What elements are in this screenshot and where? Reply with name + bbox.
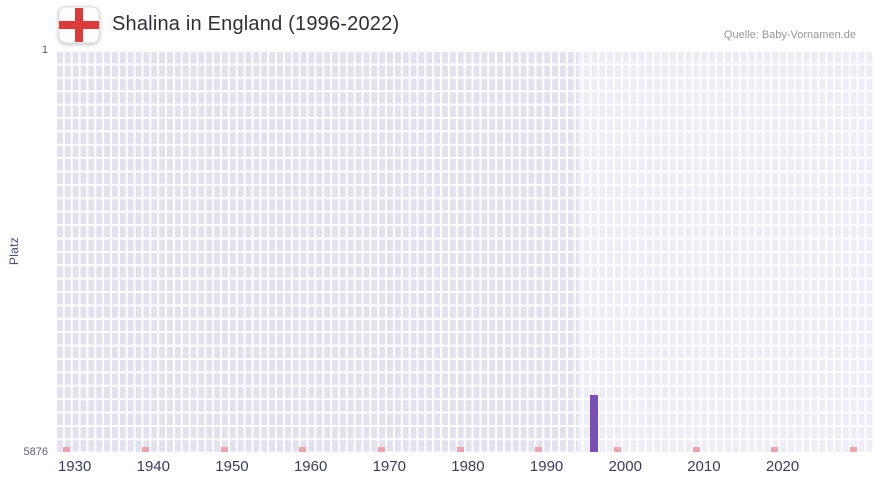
x-axis: 1930 1940 1950 1960 1970 1980 1990 2000 2010 2020 xyxy=(55,458,873,484)
axis-tick-marker xyxy=(692,447,700,452)
axis-tick-marker xyxy=(849,447,857,452)
x-tick-label: 1980 xyxy=(451,458,485,475)
y-tick-top: 1 xyxy=(41,44,48,56)
axis-tick-marker xyxy=(535,447,543,452)
x-tick-label: 2020 xyxy=(765,458,800,475)
axis-tick-marker xyxy=(63,447,71,452)
axis-tick-marker xyxy=(613,447,621,452)
axis-tick-marker xyxy=(220,447,228,452)
y-axis-label: Platz xyxy=(7,236,21,266)
rank-bar xyxy=(589,394,598,452)
x-tick-label: 1950 xyxy=(215,458,249,475)
grid-lines xyxy=(55,50,873,452)
axis-tick-marker xyxy=(141,447,149,452)
x-tick-label: 2010 xyxy=(687,458,721,475)
axis-tick-marker xyxy=(299,447,307,452)
axis-tick-marker xyxy=(771,447,779,452)
y-tick-bottom: 5876 xyxy=(23,446,48,458)
england-flag-icon xyxy=(58,6,100,44)
x-tick-label: 1960 xyxy=(293,458,328,475)
x-tick-label: 1970 xyxy=(372,458,406,475)
plot-area xyxy=(55,50,873,452)
x-tick-label: 1930 xyxy=(57,458,92,475)
source-attribution: Quelle: Baby-Vornamen.de xyxy=(723,29,856,41)
x-tick-label: 2000 xyxy=(608,458,642,475)
x-tick-label: 1940 xyxy=(136,458,170,475)
axis-tick-marker xyxy=(377,447,385,452)
x-tick-label: 1990 xyxy=(529,458,564,475)
axis-tick-marker xyxy=(456,447,464,452)
chart-title: Shalina in England (1996-2022) xyxy=(112,13,400,35)
